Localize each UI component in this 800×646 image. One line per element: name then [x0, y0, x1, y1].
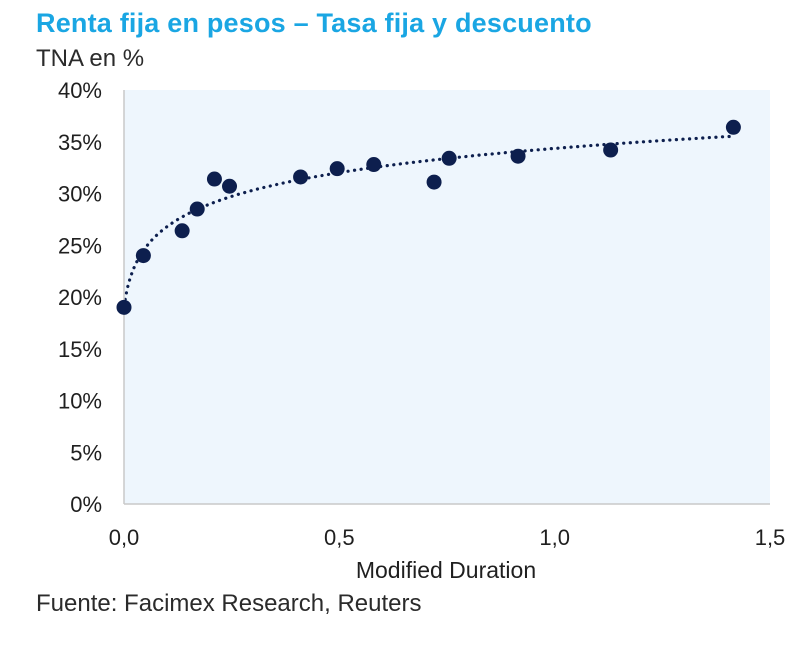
y-tick-label: 0%	[70, 492, 102, 517]
x-tick-label: 1,0	[539, 525, 570, 550]
data-point	[366, 157, 382, 173]
data-point	[206, 171, 222, 187]
data-point	[135, 248, 151, 264]
data-point	[293, 169, 309, 185]
data-point	[441, 150, 457, 166]
data-point	[222, 178, 238, 194]
data-point	[426, 174, 442, 190]
y-axis-unit-label: TNA en %	[36, 45, 145, 72]
x-tick-label: 1,5	[755, 525, 786, 550]
y-tick-label: 20%	[58, 285, 102, 310]
data-point	[510, 148, 526, 164]
y-tick-label: 15%	[58, 337, 102, 362]
axes	[123, 90, 770, 505]
data-point	[725, 119, 741, 135]
data-point	[329, 161, 345, 177]
chart-title: Renta fija en pesos – Tasa fija y descue…	[36, 8, 592, 38]
trendline-layer	[122, 134, 735, 308]
data-point	[116, 299, 132, 315]
y-tick-label: 25%	[58, 233, 102, 258]
data-point	[174, 223, 190, 239]
data-point	[189, 201, 205, 217]
y-tick-label: 35%	[58, 130, 102, 155]
tick-labels: 0% 5% 10% 15% 20% 25% 30% 35% 40% 0,0 0,5 1,0 1,5	[58, 78, 785, 550]
data-points	[116, 119, 741, 315]
data-point	[603, 142, 619, 158]
y-tick-label: 5%	[70, 440, 102, 465]
x-tick-label: 0,0	[109, 525, 140, 550]
x-axis-title: Modified Duration	[356, 557, 536, 583]
source-note: Fuente: Facimex Research, Reuters	[36, 590, 422, 617]
trendline	[122, 134, 735, 308]
y-tick-label: 10%	[58, 389, 102, 414]
x-tick-label: 0,5	[324, 525, 355, 550]
y-tick-label: 30%	[58, 182, 102, 207]
y-tick-label: 40%	[58, 78, 102, 103]
